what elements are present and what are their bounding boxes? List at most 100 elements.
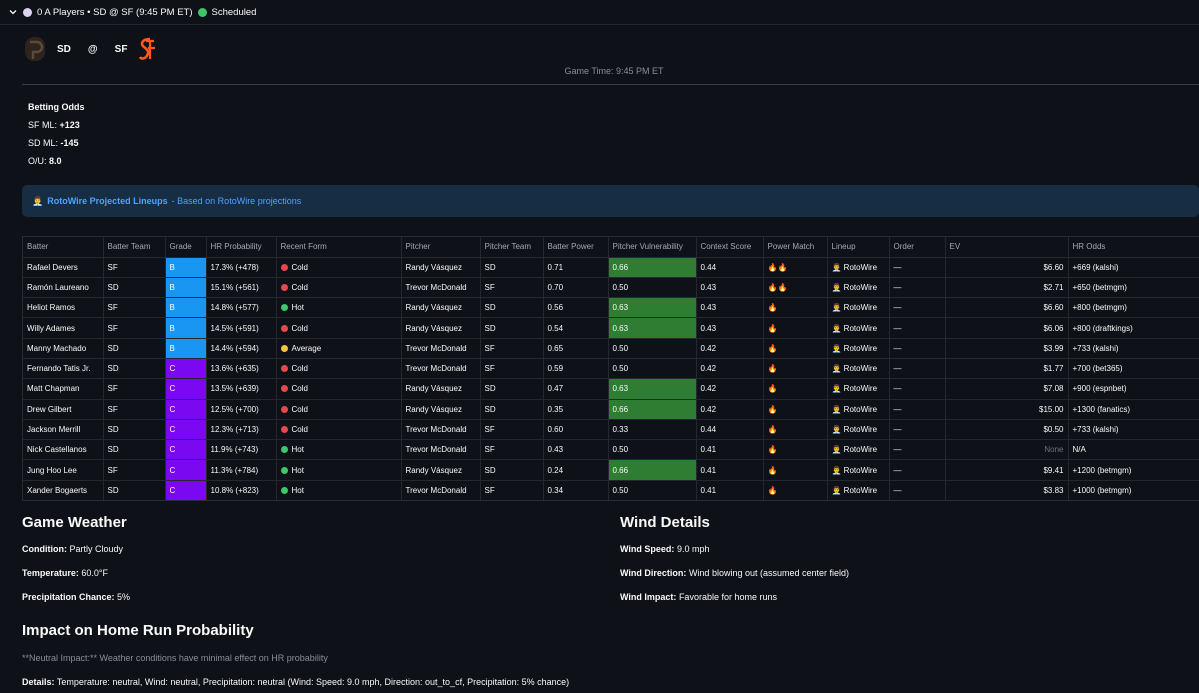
- status-label: Scheduled: [211, 6, 257, 18]
- impact-details: Details: Temperature: neutral, Wind: neu…: [22, 677, 570, 687]
- column-header[interactable]: Batter Power: [543, 237, 609, 258]
- cell-odds: +800 (draftkings): [1068, 317, 1199, 339]
- table-row[interactable]: Willy Adames SF B 14.5% (+591) Cold Randy Vás…: [23, 317, 1199, 339]
- cell-batter: Jackson Merrill: [23, 419, 104, 441]
- table-row[interactable]: Fernando Tatis Jr. SD C 13.6% (+635) Cold Tre…: [23, 358, 1199, 380]
- weather-condition: Condition: Partly Cloudy: [22, 544, 124, 554]
- column-header[interactable]: Pitcher Team: [480, 237, 544, 258]
- cell-team: SF: [103, 378, 166, 400]
- cell-odds: +669 (kalshi): [1068, 257, 1199, 278]
- lineup-source-note: - Based on RotoWire projections: [171, 196, 302, 206]
- table-row[interactable]: Rafael Devers SF B 17.3% (+478) Cold Randy Vá…: [23, 257, 1199, 278]
- form-status-icon: [280, 426, 288, 434]
- form-status-icon: [280, 304, 288, 312]
- table-row[interactable]: Nick Castellanos SD C 11.9% (+743) Hot Trevor…: [23, 439, 1199, 461]
- cell-vul: 0.50: [608, 439, 697, 461]
- cell-ctx: 0.41: [696, 459, 764, 481]
- column-header[interactable]: Pitcher Vulnerability: [608, 237, 697, 258]
- cell-hr: 13.6% (+635): [206, 358, 277, 380]
- wind-speed: Wind Speed: 9.0 mph: [620, 544, 710, 554]
- cell-pm: 🔥🔥: [763, 277, 828, 299]
- column-header[interactable]: Order: [889, 237, 946, 258]
- column-header[interactable]: EV: [945, 237, 1069, 258]
- cell-power: 0.43: [543, 439, 609, 461]
- cell-form: Cold: [276, 317, 402, 339]
- cell-hr: 14.5% (+591): [206, 317, 277, 339]
- cell-power: 0.34: [543, 480, 609, 500]
- table-row[interactable]: Jung Hoo Lee SF C 11.3% (+784) Hot Randy Vásq…: [23, 459, 1199, 481]
- cell-hr: 12.5% (+700): [206, 399, 277, 420]
- cell-power: 0.70: [543, 277, 609, 299]
- away-team: SD: [57, 43, 71, 55]
- column-header[interactable]: Batter: [23, 237, 104, 258]
- cell-form: Hot: [276, 459, 402, 481]
- form-label: Cold: [291, 282, 308, 292]
- cell-hr: 13.5% (+639): [206, 378, 277, 400]
- cell-lineup: 👨‍💼 RotoWire: [827, 358, 890, 380]
- form-status-icon: [280, 466, 288, 474]
- form-label: Cold: [291, 425, 308, 435]
- form-label: Hot: [291, 303, 304, 313]
- cell-form: Average: [276, 338, 402, 359]
- game-expander-header[interactable]: 0 A Players • SD @ SF (9:45 PM ET) Sched…: [0, 0, 1199, 25]
- column-header[interactable]: Power Match: [763, 237, 828, 258]
- cell-batter: Rafael Devers: [23, 257, 104, 278]
- cell-grade: C: [165, 378, 207, 400]
- cell-batter: Manny Machado: [23, 338, 104, 359]
- cell-pteam: SD: [480, 297, 544, 319]
- table-row[interactable]: Drew Gilbert SF C 12.5% (+700) Cold Randy Vás…: [23, 399, 1199, 420]
- cell-team: SD: [103, 358, 166, 380]
- cell-team: SF: [103, 317, 166, 339]
- cell-odds: +800 (betmgm): [1068, 297, 1199, 319]
- table-row[interactable]: Matt Chapman SF C 13.5% (+639) Cold Randy Vás…: [23, 378, 1199, 400]
- cell-form: Cold: [276, 358, 402, 380]
- column-header[interactable]: Grade: [165, 237, 207, 258]
- cell-ctx: 0.42: [696, 338, 764, 359]
- cell-hr: 12.3% (+713): [206, 419, 277, 441]
- cell-pm: 🔥: [763, 378, 828, 400]
- cell-team: SD: [103, 338, 166, 359]
- betting-odds: Betting Odds SF ML: +123 SD ML: -145 O/U…: [28, 98, 85, 170]
- cell-lineup: 👨‍💼 RotoWire: [827, 338, 890, 359]
- cell-ctx: 0.42: [696, 378, 764, 400]
- column-header[interactable]: Context Score: [696, 237, 764, 258]
- cell-pitcher: Randy Vásquez: [401, 399, 481, 420]
- cell-pitcher: Trevor McDonald: [401, 480, 481, 500]
- cell-pitcher: Trevor McDonald: [401, 439, 481, 461]
- cell-team: SD: [103, 439, 166, 461]
- table-row[interactable]: Xander Bogaerts SD C 10.8% (+823) Hot Trevor …: [23, 480, 1199, 500]
- form-status-icon: [280, 263, 288, 271]
- cell-form: Cold: [276, 378, 402, 400]
- table-row[interactable]: Heliot Ramos SF B 14.8% (+577) Hot Randy Vásq…: [23, 297, 1199, 319]
- cell-pm: 🔥: [763, 439, 828, 461]
- cell-power: 0.59: [543, 358, 609, 380]
- cell-batter: Jung Hoo Lee: [23, 459, 104, 481]
- cell-team: SF: [103, 459, 166, 481]
- cell-lineup: 👨‍💼 RotoWire: [827, 399, 890, 420]
- column-header[interactable]: HR Probability: [206, 237, 277, 258]
- column-header[interactable]: HR Odds: [1068, 237, 1199, 258]
- cell-ctx: 0.42: [696, 399, 764, 420]
- column-header[interactable]: Pitcher: [401, 237, 481, 258]
- form-status-icon: [280, 365, 288, 373]
- table-row[interactable]: Ramón Laureano SD B 15.1% (+561) Cold Trevor …: [23, 277, 1199, 299]
- column-header[interactable]: Recent Form: [276, 237, 402, 258]
- cell-grade: C: [165, 480, 207, 500]
- wind-impact: Wind Impact: Favorable for home runs: [620, 592, 777, 602]
- cell-hr: 15.1% (+561): [206, 277, 277, 299]
- form-label: Cold: [291, 323, 308, 333]
- table-row[interactable]: Manny Machado SD B 14.4% (+594) Average Trevo…: [23, 338, 1199, 359]
- column-header[interactable]: Batter Team: [103, 237, 166, 258]
- cell-pm: 🔥: [763, 459, 828, 481]
- cell-order: —: [889, 297, 946, 319]
- cell-hr: 17.3% (+478): [206, 257, 277, 278]
- column-header[interactable]: Lineup: [827, 237, 890, 258]
- expander-title: 0 A Players • SD @ SF (9:45 PM ET): [37, 6, 193, 18]
- matchup-row: SD @ SF: [24, 34, 158, 64]
- batter-table[interactable]: Batter Batter Team Grade HR Probability Rece…: [22, 236, 1199, 501]
- form-status-icon: [280, 283, 288, 291]
- cell-ev: $6.60: [945, 257, 1069, 278]
- table-row[interactable]: Jackson Merrill SD C 12.3% (+713) Cold Trevor…: [23, 419, 1199, 441]
- cell-grade: C: [165, 399, 207, 420]
- cell-pteam: SD: [480, 459, 544, 481]
